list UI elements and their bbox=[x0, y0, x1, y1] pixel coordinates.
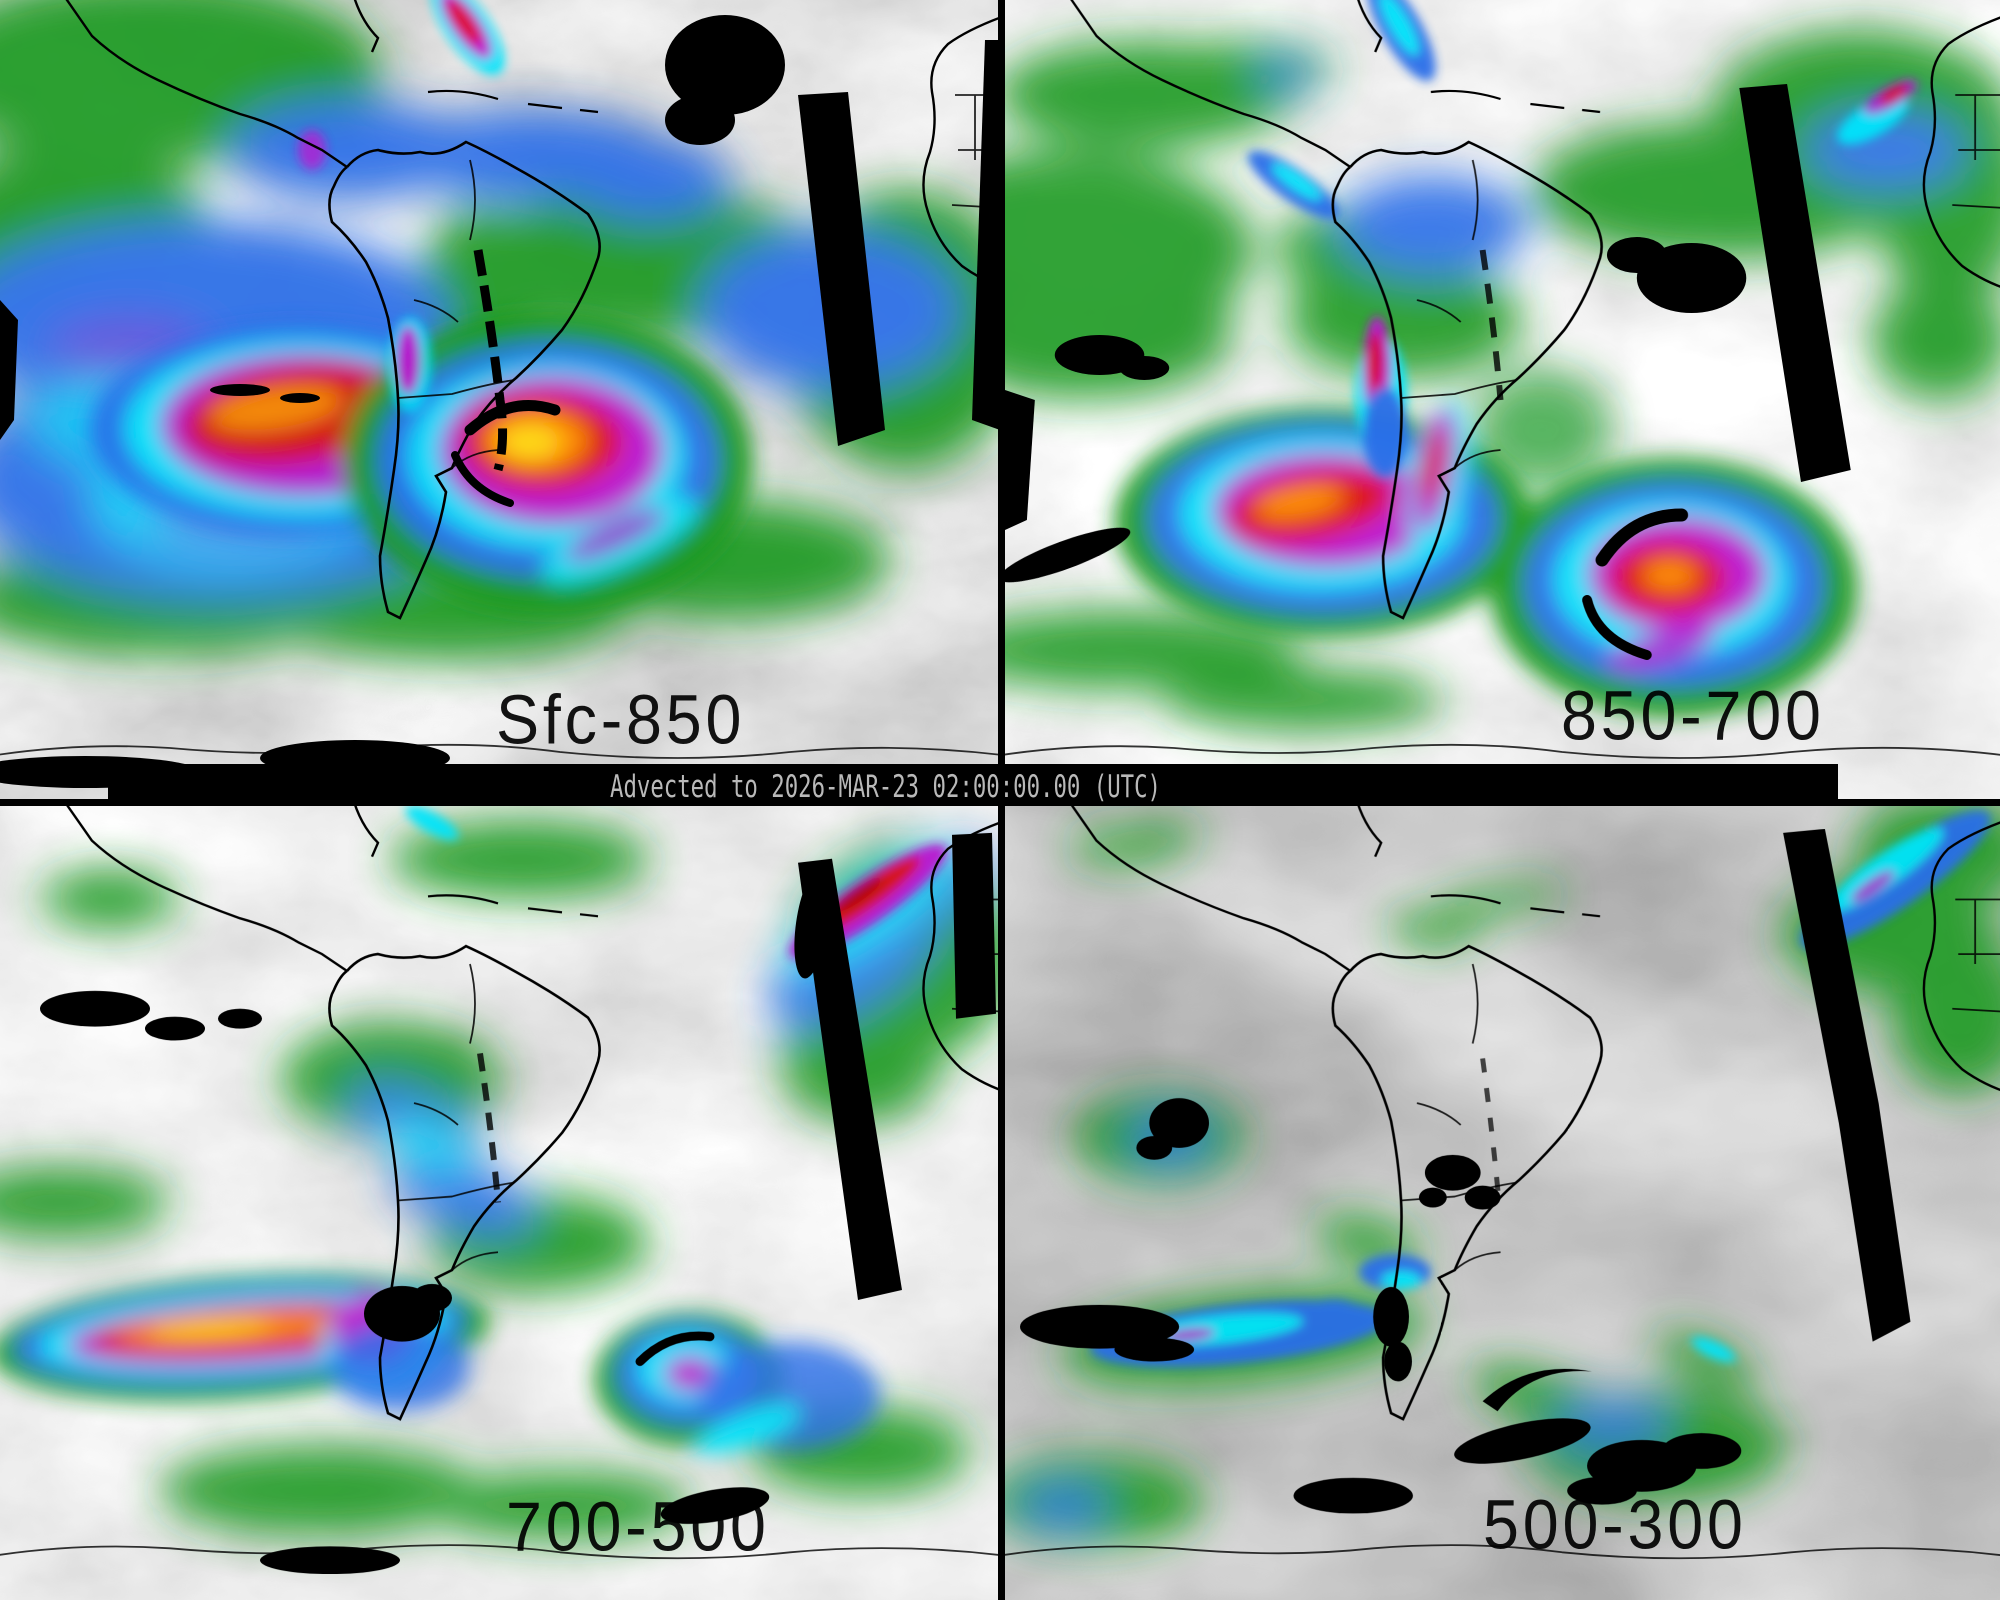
valid-time-text: Advected to 2026-MAR-23 02:00:00.00 (UTC… bbox=[610, 769, 1161, 805]
data-gap-artifacts bbox=[40, 832, 996, 1575]
satellite-image-sfc-850 bbox=[0, 0, 1000, 800]
satellite-image-850-700 bbox=[1005, 0, 2000, 800]
layer-label-500-300: 500-300 bbox=[1483, 1486, 1747, 1564]
data-gap-artifacts bbox=[0, 15, 1000, 788]
data-gap-artifacts bbox=[1005, 84, 1851, 660]
panel-500-300: 500-300 bbox=[1005, 805, 2000, 1600]
layer-label-850-700: 850-700 bbox=[1561, 677, 1825, 755]
satellite-image-700-500 bbox=[0, 805, 1000, 1600]
layer-label-700-500: 700-500 bbox=[506, 1488, 770, 1566]
satellite-image-500-300 bbox=[1005, 805, 2000, 1600]
valid-time-banner: Advected to 2026-MAR-23 02:00:00.00 (UTC… bbox=[108, 764, 1838, 806]
panel-sfc-850: Sfc-850 bbox=[0, 0, 1000, 800]
panel-850-700: 850-700 bbox=[1005, 0, 2000, 800]
layer-label-sfc-850: Sfc-850 bbox=[496, 681, 746, 759]
data-gap-artifacts bbox=[1019, 828, 1911, 1514]
panel-700-500: 700-500 bbox=[0, 805, 1000, 1600]
